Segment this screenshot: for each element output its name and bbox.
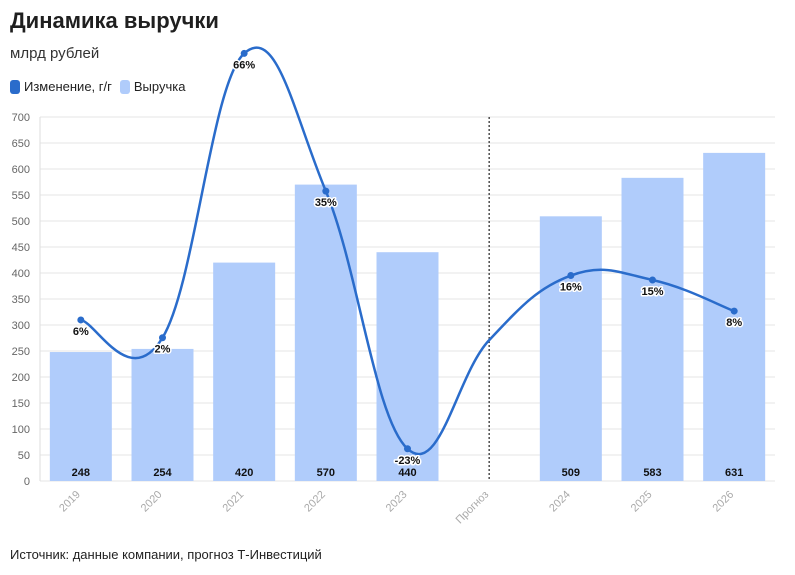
source-note: Источник: данные компании, прогноз Т-Инв… — [10, 547, 322, 562]
bar-value-label: 248 — [72, 467, 90, 479]
x-tick-label: Прогноз — [454, 489, 492, 527]
x-tick-label: 2022 — [302, 489, 328, 515]
bar — [703, 152, 766, 481]
x-tick-label: 2023 — [384, 489, 410, 515]
change-value-label: 35% — [315, 197, 337, 209]
x-tick-label: 2025 — [629, 489, 655, 515]
legend-label-change: Изменение, г/г — [24, 79, 112, 94]
bar-value-label: 583 — [643, 467, 661, 479]
y-tick-label: 250 — [12, 346, 30, 358]
y-tick-label: 550 — [12, 190, 30, 202]
line-marker — [159, 334, 166, 342]
bar-value-label: 440 — [398, 467, 416, 479]
legend: Изменение, г/г Выручка — [10, 79, 193, 94]
line-marker — [240, 49, 248, 57]
legend-item-change: Изменение, г/г — [10, 79, 112, 94]
line-marker — [404, 445, 411, 453]
change-value-label: 2% — [155, 344, 171, 356]
y-tick-label: 350 — [12, 294, 30, 306]
legend-item-revenue: Выручка — [119, 79, 186, 94]
legend-swatch-line — [10, 79, 20, 94]
y-tick-label: 200 — [12, 372, 30, 384]
y-tick-label: 500 — [12, 216, 30, 228]
bar-value-label: 420 — [235, 467, 253, 479]
change-value-label: 8% — [726, 317, 742, 329]
y-tick-label: 600 — [12, 164, 30, 176]
chart-title: Динамика выручки — [10, 8, 219, 33]
bar — [131, 348, 194, 481]
bar — [49, 352, 112, 481]
x-tick-label: 2020 — [139, 489, 165, 515]
x-tick-label: 2024 — [547, 489, 573, 515]
y-tick-label: 0 — [24, 476, 30, 488]
change-line — [79, 46, 736, 456]
line-marker — [567, 272, 575, 280]
y-tick-label: 450 — [12, 242, 30, 254]
legend-label-revenue: Выручка — [133, 79, 186, 94]
bar — [539, 216, 602, 481]
x-tick-label: 2021 — [220, 489, 246, 515]
legend-swatch-bar — [119, 79, 130, 94]
change-value-label: -23% — [395, 455, 421, 467]
y-tick-label: 650 — [12, 138, 30, 150]
chart-subtitle: млрд рублей — [10, 45, 100, 62]
bar — [294, 184, 357, 481]
bar — [376, 252, 439, 481]
line-marker — [649, 276, 656, 284]
line-marker — [322, 187, 330, 195]
line-marker — [730, 307, 738, 315]
x-tick-label: 2019 — [57, 489, 83, 515]
y-tick-label: 150 — [12, 398, 30, 410]
bar-value-label: 509 — [562, 467, 580, 479]
x-tick-label: 2026 — [710, 489, 736, 515]
y-tick-label: 100 — [12, 424, 30, 436]
y-tick-label: 50 — [18, 450, 30, 462]
change-value-label: 66% — [233, 59, 255, 71]
line-marker — [77, 316, 85, 324]
y-tick-label: 400 — [12, 268, 30, 280]
bar — [213, 262, 276, 481]
y-tick-label: 300 — [12, 320, 30, 332]
bar-value-label: 631 — [725, 467, 743, 479]
change-value-label: 15% — [641, 286, 663, 298]
change-value-label: 6% — [73, 326, 89, 338]
change-value-label: 16% — [560, 282, 582, 294]
bar-value-label: 570 — [317, 467, 335, 479]
bar-value-label: 254 — [153, 467, 172, 479]
bar — [621, 177, 684, 481]
y-tick-label: 700 — [12, 112, 30, 124]
